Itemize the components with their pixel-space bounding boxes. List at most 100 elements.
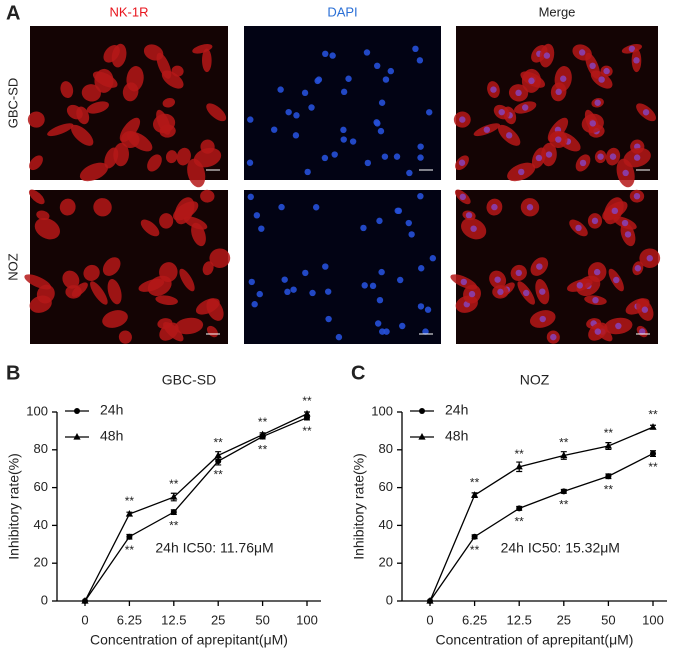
nucleus [256,290,263,298]
nucleus [458,159,466,166]
nucleus [285,108,292,116]
cell [176,147,191,166]
cell [34,218,60,240]
nucleus [589,62,596,70]
micrograph [244,190,441,344]
nucleus [494,276,501,283]
cell [172,201,199,221]
significance-label: ** [214,436,224,450]
marker [604,442,612,449]
nucleus [324,288,332,295]
nucleus [539,288,546,295]
nucleus [491,203,498,211]
nucleus [578,49,586,56]
nucleus [369,282,377,290]
cell [86,101,110,114]
y-tick-label: 80 [34,441,48,456]
nucleus [422,328,429,335]
nucleus [329,52,336,59]
significance-label: ** [604,482,614,496]
legend-marker [419,408,425,414]
nucleus [361,282,368,289]
nucleus [490,86,497,93]
cell [29,155,43,171]
nucleus [246,159,254,166]
y-tick-label: 20 [34,555,48,570]
nucleus [633,192,641,200]
nucleus [589,120,597,127]
nucleus [639,328,646,335]
nucleus [518,168,525,176]
cell [140,219,160,237]
series-line [84,413,308,602]
marker [170,509,177,516]
nucleus [624,231,632,238]
x-axis-label: Concentration of aprepitant(μM) [436,632,634,648]
nucleus [290,286,297,293]
nucleus [248,278,255,286]
y-tick-label: 40 [34,517,48,532]
nucleus [379,328,386,335]
chart-title: NOZ [520,372,550,388]
nucleus [598,76,605,83]
y-tick-label: 100 [371,403,393,418]
significance-label: ** [258,415,268,429]
nucleus [528,77,535,85]
cell [122,82,139,102]
nucleus [642,109,650,116]
nucleus [621,219,629,227]
x-tick-label: 12.5 [161,612,186,627]
cell [187,158,206,188]
cell [79,162,109,182]
cell [159,322,179,341]
cell [159,262,178,283]
nucleus [322,263,329,270]
cell [83,264,100,281]
nucleus [381,153,389,160]
y-axis-label: Inhibitory rate(%) [6,453,22,560]
cell [138,278,165,292]
cell [65,285,82,299]
column-header: NK-1R [109,4,148,19]
cell [94,68,114,93]
cell [36,284,55,304]
cell [161,70,184,89]
nucleus [526,204,534,211]
nucleus [424,306,432,313]
x-tick-label: 12.5 [507,612,532,627]
nucleus [395,207,403,215]
nucleus [374,320,382,327]
nucleus [622,169,629,177]
significance-label: ** [648,460,658,474]
cell [36,210,50,221]
nucleus [593,268,601,276]
cell [113,142,129,167]
cell [70,124,94,146]
legend-label: 48h [100,428,123,444]
marker [471,491,479,498]
nucleus [405,219,412,227]
nucleus [576,282,584,289]
y-tick-label: 0 [41,592,48,607]
nucleus [591,217,599,225]
nucleus [483,126,491,133]
y-tick-label: 40 [379,517,393,532]
marker [426,597,434,604]
nucleus [253,212,261,219]
nucleus [408,231,415,238]
nucleus [515,89,522,97]
nucleus [373,62,381,70]
nucleus [555,88,562,96]
cell [155,295,178,306]
marker [560,488,567,495]
cell [200,189,215,203]
nucleus [304,168,311,176]
x-tick-label: 0 [426,612,433,627]
nucleus [340,136,347,143]
y-tick-label: 100 [26,403,48,418]
nucleus [470,225,477,232]
legend-marker [73,433,81,440]
cell [28,189,45,205]
nucleus [293,112,300,119]
